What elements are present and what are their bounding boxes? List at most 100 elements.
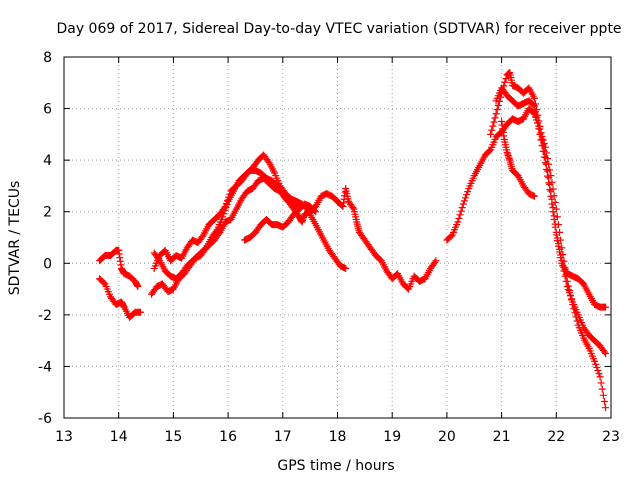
y-tick-label: -4 bbox=[38, 359, 52, 375]
x-axis-label: GPS time / hours bbox=[277, 458, 394, 474]
y-tick-label: -6 bbox=[38, 411, 52, 427]
data-point-marker bbox=[535, 125, 543, 133]
data-point-marker bbox=[541, 159, 549, 167]
data-point-marker bbox=[554, 242, 562, 250]
data-point-marker bbox=[564, 286, 572, 294]
data-point-marker bbox=[464, 188, 472, 196]
data-point-marker bbox=[342, 264, 350, 272]
data-point-marker bbox=[565, 289, 573, 297]
data-point-marker bbox=[546, 186, 554, 194]
data-point-marker bbox=[551, 223, 559, 231]
data-point-marker bbox=[597, 379, 605, 387]
data-point-marker bbox=[463, 191, 471, 199]
data-point-marker bbox=[215, 230, 223, 238]
data-point-marker bbox=[489, 122, 497, 130]
series-track-h bbox=[487, 68, 610, 358]
data-point-marker bbox=[447, 232, 455, 240]
data-point-marker bbox=[568, 295, 576, 303]
data-point-marker bbox=[557, 254, 565, 262]
data-point-marker bbox=[264, 157, 272, 165]
data-point-marker bbox=[458, 204, 466, 212]
data-point-marker bbox=[134, 282, 142, 290]
data-point-marker bbox=[490, 118, 498, 126]
data-point-marker bbox=[432, 257, 440, 265]
data-point-marker bbox=[460, 197, 468, 205]
data-point-marker bbox=[455, 214, 463, 222]
y-tick-label: 8 bbox=[43, 50, 52, 66]
axis-ticks: 13 14 15 16 17 18 19 20 21 22 23 -6 -4 -2 0 2 4 6 8 bbox=[38, 50, 620, 445]
data-point-marker bbox=[493, 106, 501, 114]
data-point-marker bbox=[100, 279, 108, 287]
data-point-marker bbox=[542, 165, 550, 173]
series-track-f bbox=[241, 200, 320, 244]
data-point-marker bbox=[538, 142, 546, 150]
x-tick-label: 18 bbox=[329, 429, 347, 445]
data-point-marker bbox=[567, 292, 575, 300]
data-point-marker bbox=[461, 194, 469, 202]
data-point-marker bbox=[155, 255, 163, 263]
data-point-marker bbox=[533, 113, 541, 121]
x-tick-label: 23 bbox=[602, 429, 620, 445]
series-track-e bbox=[150, 174, 300, 283]
series-track-a bbox=[96, 246, 142, 290]
data-point-marker bbox=[530, 192, 538, 200]
data-point-marker bbox=[486, 147, 494, 155]
data-point-marker bbox=[226, 190, 234, 198]
data-point-marker bbox=[595, 370, 603, 378]
series-track-i bbox=[492, 84, 610, 311]
data-point-marker bbox=[600, 348, 608, 356]
data-point-marker bbox=[224, 196, 232, 204]
y-tick-label: 6 bbox=[43, 102, 52, 118]
x-tick-label: 22 bbox=[547, 429, 565, 445]
data-point-marker bbox=[545, 179, 553, 187]
data-point-marker bbox=[220, 204, 228, 212]
y-axis-label: SDTVAR / TECUs bbox=[7, 181, 23, 296]
data-point-marker bbox=[222, 199, 230, 207]
data-point-marker bbox=[501, 78, 509, 86]
data-point-marker bbox=[563, 282, 571, 290]
data-point-marker bbox=[431, 258, 439, 266]
data-point-marker bbox=[556, 248, 564, 256]
data-point-marker bbox=[536, 130, 544, 138]
data-point-marker bbox=[592, 360, 600, 368]
data-point-marker bbox=[599, 391, 607, 399]
data-point-marker bbox=[596, 373, 604, 381]
data-point-marker bbox=[537, 129, 545, 137]
series-track-b bbox=[96, 275, 145, 321]
data-point-marker bbox=[573, 317, 581, 325]
data-point-marker bbox=[532, 108, 540, 116]
data-point-marker bbox=[221, 203, 229, 211]
data-point-marker bbox=[454, 218, 462, 226]
data-point-marker bbox=[551, 198, 559, 206]
data-point-marker bbox=[600, 397, 608, 405]
x-tick-label: 17 bbox=[274, 429, 292, 445]
y-tick-label: 2 bbox=[43, 205, 52, 221]
data-point-marker bbox=[530, 94, 538, 102]
data-point-marker bbox=[491, 114, 499, 122]
data-point-marker bbox=[593, 363, 601, 371]
data-point-marker bbox=[487, 130, 495, 138]
data-point-marker bbox=[494, 101, 502, 109]
x-tick-label: 19 bbox=[383, 429, 401, 445]
data-point-marker bbox=[594, 367, 602, 375]
data-point-marker bbox=[602, 404, 610, 412]
data-point-marker bbox=[349, 204, 357, 212]
x-tick-label: 20 bbox=[438, 429, 456, 445]
chart-title: Day 069 of 2017, Sidereal Day-to-day VTE… bbox=[56, 21, 621, 37]
data-point-marker bbox=[492, 110, 500, 118]
data-point-marker bbox=[456, 211, 464, 219]
data-point-marker bbox=[602, 303, 610, 311]
data-point-marker bbox=[548, 200, 556, 208]
data-point-marker bbox=[602, 350, 610, 358]
data-point-marker bbox=[311, 207, 319, 215]
data-points bbox=[96, 68, 610, 412]
data-point-marker bbox=[537, 136, 545, 144]
x-tick-label: 21 bbox=[493, 429, 511, 445]
data-point-marker bbox=[457, 207, 465, 215]
x-tick-label: 13 bbox=[55, 429, 73, 445]
y-tick-label: 4 bbox=[43, 153, 52, 169]
x-tick-label: 14 bbox=[110, 429, 128, 445]
data-point-marker bbox=[549, 208, 557, 216]
data-point-marker bbox=[544, 172, 552, 180]
data-point-marker bbox=[598, 385, 606, 393]
